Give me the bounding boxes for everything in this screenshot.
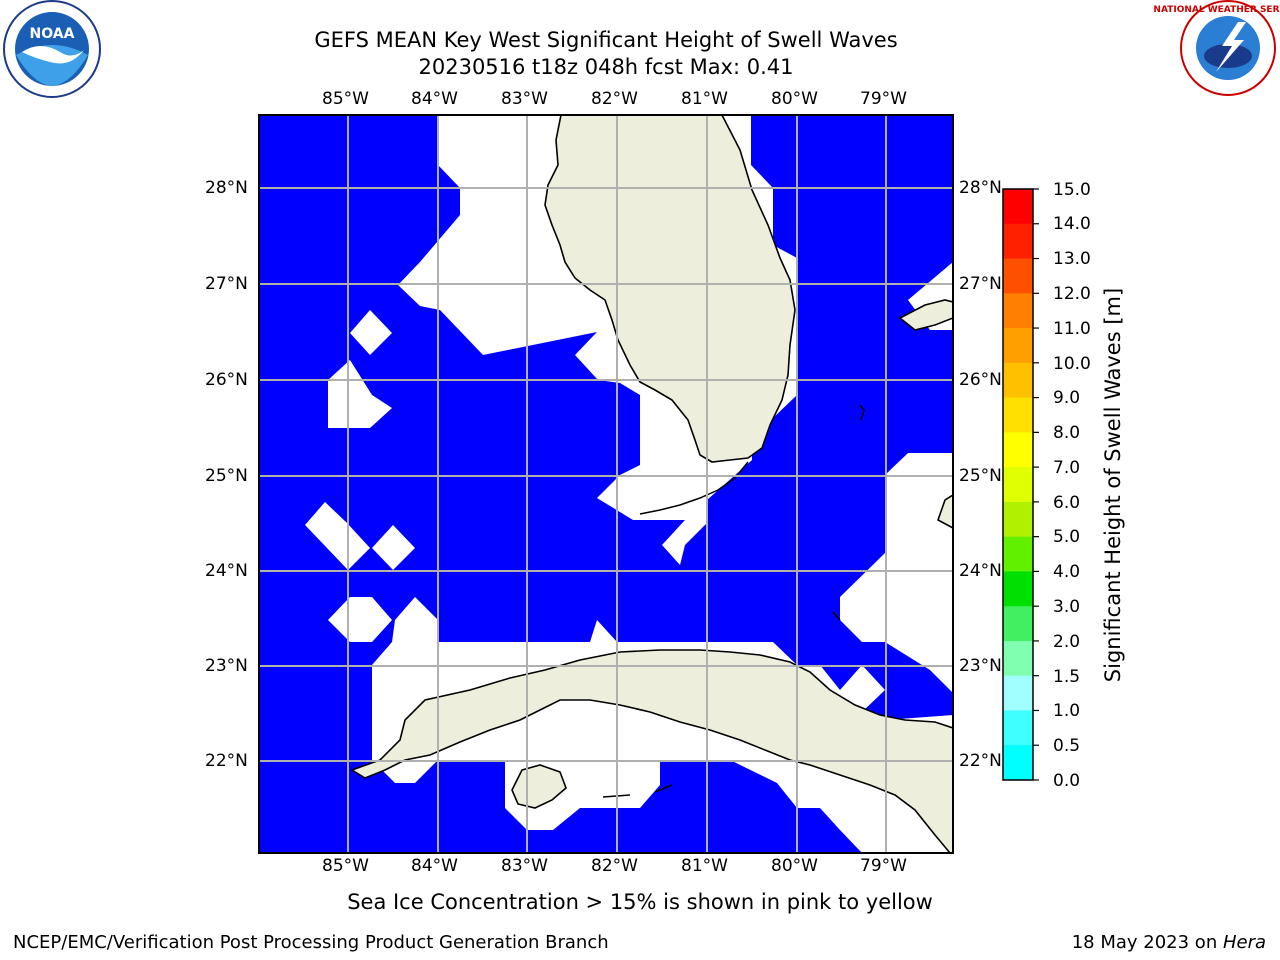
colorbar-swatch: [1003, 223, 1033, 260]
colorbar-tick-label: 12.0: [1053, 284, 1091, 304]
lat-tick-left: 27°N: [205, 274, 248, 294]
footer-host: Hera: [1222, 932, 1266, 953]
noaa-logo: NOAA: [3, 0, 101, 98]
colorbar-swatch: [1003, 710, 1033, 746]
colorbar-swatch: [1003, 362, 1033, 399]
colorbar-swatch: [1003, 328, 1033, 364]
colorbar-tick-label: 0.0: [1053, 771, 1081, 791]
florida-peninsula: [544, 114, 796, 463]
isle-of-youth: [511, 764, 567, 809]
lon-tick-top: 84°W: [411, 89, 458, 109]
colorbar-swatch: [1003, 258, 1033, 294]
no-data-areas: [305, 115, 953, 853]
svg-text:NOAA: NOAA: [30, 26, 75, 42]
colorbar-swatch: [1003, 467, 1033, 503]
lat-tick-right: 22°N: [959, 751, 1002, 771]
lon-tick-top: 81°W: [681, 89, 728, 109]
colorbar-tick-label: 2.0: [1053, 632, 1081, 652]
svg-text:NATIONAL WEATHER SERVICE: NATIONAL WEATHER SERVICE: [1153, 5, 1280, 15]
lon-tick-top: 80°W: [771, 89, 818, 109]
land-areas: [350, 114, 954, 854]
gridlines: [259, 115, 953, 853]
lon-tick-bottom: 79°W: [860, 856, 907, 876]
colorbar-swatch: [1003, 640, 1033, 677]
lat-tick-right: 25°N: [959, 466, 1002, 486]
colorbar-swatch: [1003, 536, 1033, 572]
colorbar-tick-label: 9.0: [1053, 388, 1081, 408]
colorbar-tick-label: 4.0: [1053, 562, 1081, 582]
map-frame: [258, 114, 954, 854]
lon-tick-top: 82°W: [591, 89, 638, 109]
map-plot: [258, 114, 954, 854]
lat-tick-left: 25°N: [205, 466, 248, 486]
colorbar-swatch: [1003, 501, 1033, 538]
colorbar-swatch: [1003, 571, 1033, 607]
lat-tick-left: 24°N: [205, 561, 248, 581]
cuba-island: [350, 649, 954, 854]
chart-title: GEFS MEAN Key West Significant Height of…: [314, 28, 898, 52]
lon-tick-top: 83°W: [501, 89, 548, 109]
colorbar-tick-label: 6.0: [1053, 493, 1081, 513]
chart-subtitle: 20230516 t18z 048h fcst Max: 0.41: [418, 55, 794, 79]
lat-tick-left: 28°N: [205, 178, 248, 198]
lon-tick-top: 79°W: [860, 89, 907, 109]
footer-credit: NCEP/EMC/Verification Post Processing Pr…: [13, 932, 609, 953]
lat-tick-left: 26°N: [205, 370, 248, 390]
colorbar-tick-label: 1.0: [1053, 701, 1081, 721]
lon-tick-bottom: 84°W: [411, 856, 458, 876]
lon-tick-bottom: 82°W: [591, 856, 638, 876]
colorbar-tick-label: 10.0: [1053, 354, 1091, 374]
lon-tick-bottom: 81°W: [681, 856, 728, 876]
lon-tick-bottom: 83°W: [501, 856, 548, 876]
colorbar-tick-label: 7.0: [1053, 458, 1081, 478]
colorbar-swatch: [1003, 397, 1033, 433]
colorbar-swatch: [1003, 432, 1033, 468]
sea-ice-caption: Sea Ice Concentration > 15% is shown in …: [347, 890, 933, 914]
lon-tick-top: 85°W: [322, 89, 369, 109]
lat-tick-right: 27°N: [959, 274, 1002, 294]
lat-tick-right: 26°N: [959, 370, 1002, 390]
colorbar-frame: [1002, 188, 1034, 781]
colorbar-swatch: [1003, 606, 1033, 642]
colorbar-swatch: [1003, 745, 1033, 781]
colorbar-tick-label: 3.0: [1053, 597, 1081, 617]
nws-logo: NATIONAL WEATHER SERVICE: [1153, 0, 1280, 96]
colorbar-tick-label: 8.0: [1053, 423, 1081, 443]
footer-date: 18 May 2023 on Hera: [1072, 932, 1266, 953]
lon-tick-bottom: 85°W: [322, 856, 369, 876]
colorbar-tick-label: 14.0: [1053, 214, 1091, 234]
colorbar-label: Significant Height of Swell Waves [m]: [1101, 287, 1125, 683]
lat-tick-left: 23°N: [205, 656, 248, 676]
lon-tick-bottom: 80°W: [771, 856, 818, 876]
colorbar-swatch: [1003, 189, 1033, 225]
colorbar-swatch: [1003, 675, 1033, 711]
colorbar-tick-label: 13.0: [1053, 249, 1091, 269]
lat-tick-right: 23°N: [959, 656, 1002, 676]
footer-date-text: 18 May 2023 on: [1071, 932, 1223, 953]
lat-tick-left: 22°N: [205, 751, 248, 771]
lat-tick-right: 24°N: [959, 561, 1002, 581]
colorbar-tick-label: 5.0: [1053, 527, 1081, 547]
colorbar-tick-label: 1.5: [1053, 667, 1081, 687]
colorbar: [1002, 188, 1039, 781]
colorbar-tick-label: 11.0: [1053, 319, 1091, 339]
colorbar-tick-label: 0.5: [1053, 736, 1081, 756]
lat-tick-right: 28°N: [959, 178, 1002, 198]
colorbar-swatch: [1003, 293, 1033, 329]
colorbar-tick-label: 15.0: [1053, 180, 1091, 200]
